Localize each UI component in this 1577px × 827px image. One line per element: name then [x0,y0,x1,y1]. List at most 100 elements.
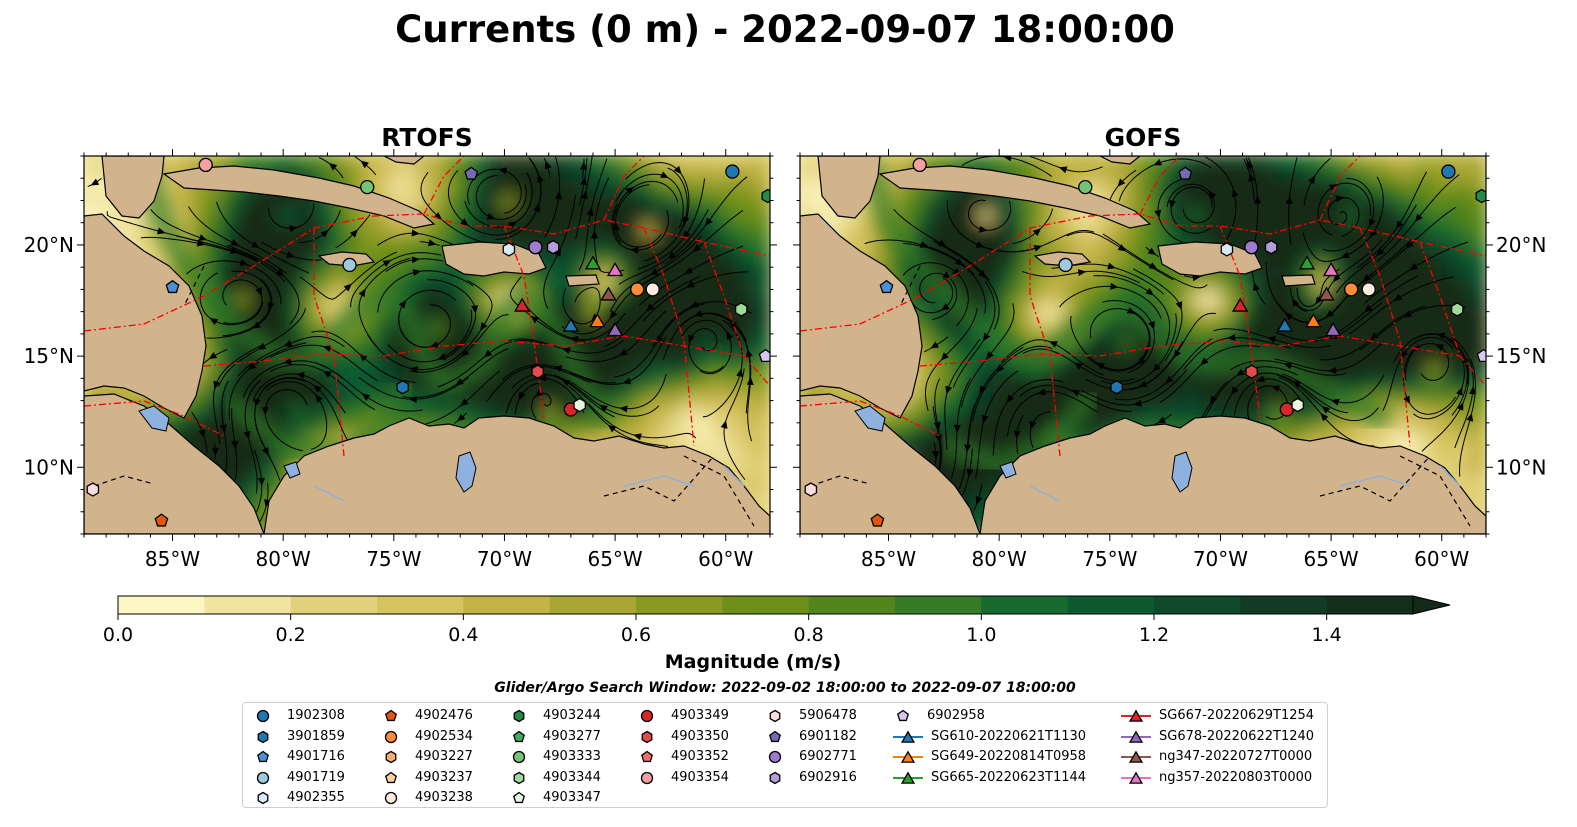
marker-4903244 [1475,188,1486,204]
colorbar: 0.0 0.2 0.4 0.6 0.8 1.0 1.2 1.4 Magnitude (m/s) [103,595,1451,673]
lon-tick-label: 80°W [256,547,311,571]
marker-SG665 [584,255,602,270]
circle-marker-icon [768,750,782,764]
colorbar-tick-label: 0.6 [621,624,651,646]
legend-label: 4903354 [671,769,729,785]
circle-marker-icon [640,709,654,723]
marker-6902916 [1264,239,1278,255]
lat-tick-label: 15°N [24,344,74,368]
legend-label: 4903333 [543,749,601,764]
marker-4903349 [1279,402,1294,417]
lon-tick-label: 65°W [1303,547,1358,571]
marker-6902916 [546,239,560,255]
map-body: 85°W 80°W 75°W 70°W 65°W 60°W 20°N 15°N 10°N [24,149,777,571]
search-window-text: Glider/Argo Search Window: 2022-09-02 18… [494,680,1076,696]
marker-SG678 [1324,322,1342,337]
marker-4903354 [912,157,927,173]
colorbar-bin [463,596,551,614]
marker-4902534 [1344,282,1359,297]
legend-marker [769,709,781,723]
rtofs-map-panel[interactable]: RTOFS 85°W 80°W 75°W 70°W 65°W 60°W 20°N 15°N 10… [24,123,777,571]
marker-5906478 [86,482,100,497]
marker-6901182 [1178,166,1193,180]
pentagon-marker-icon [641,750,653,763]
lon-tick-label: 75°W [366,547,421,571]
legend-label: 5906478 [799,708,857,723]
marker-SG610 [562,317,580,332]
colorbar-bin [636,596,723,614]
legend: 1902308 3901859 4901716 4901719 4902355 49024… [242,702,1328,808]
marker-4902534 [630,282,645,297]
legend-marker [1128,709,1144,722]
legend-marker [641,750,653,763]
marker-4903344 [734,302,748,317]
marker-4903238 [1361,282,1376,297]
colorbar-bin [981,596,1069,614]
legend-marker [640,771,654,784]
lon-tick-label: 70°W [477,547,532,571]
legend-label: 4903350 [671,728,729,744]
triangle-marker-icon [893,750,923,763]
lat-tick-label: 15°N [1496,344,1546,368]
hexagon-marker-icon [769,709,781,723]
legend-marker [513,730,525,742]
colorbar-bin [895,596,982,614]
lon-tick-label: 85°W [861,547,916,571]
map-body: 85°W 80°W 75°W 70°W 65°W 60°W 20°N 15°N 10°N [793,149,1546,571]
legend-marker [640,709,654,723]
legend-label: 4903227 [415,749,473,764]
marker-ng347 [1318,286,1335,301]
legend-label: ng357-20220803T0000 [1159,769,1313,785]
legend-label: 4903244 [543,708,601,723]
legend-label: SG667-20220629T1254 [1159,708,1315,723]
legend-marker [900,730,916,743]
lat-tick-label: 10°N [1496,455,1546,479]
legend-label: 4903238 [415,790,473,805]
circle-marker-icon [256,709,270,723]
marker-4903333 [360,179,375,195]
legend-marker [256,709,270,723]
marker-6902958 [758,348,770,363]
colorbar-bin [377,596,464,614]
hexagon-marker-icon [513,771,525,784]
marker-SG678 [606,322,624,337]
marker-6902771 [1244,240,1259,255]
gofs-map-panel[interactable]: GOFS 85°W 80°W 75°W 70°W 65°W 60°W 20°N 15°N 10°… [793,123,1546,571]
marker-ng357 [1322,262,1340,277]
lon-tick-label: 60°W [1414,547,1469,571]
colorbar-tick-label: 1.0 [966,624,996,646]
legend-label: 6901182 [799,728,857,744]
legend-label: 3901859 [287,728,345,744]
lon-tick-label: 75°W [1082,547,1137,571]
marker-4902476 [870,513,885,527]
marker-3901859 [396,379,409,395]
lat-tick-label: 20°N [24,233,74,257]
legend-label: 6902771 [799,749,857,764]
legend-marker [768,750,782,764]
circle-marker-icon [384,791,398,805]
pentagon-marker-icon [257,750,269,763]
pentagon-marker-icon [513,730,525,742]
marker-ng357 [606,262,624,277]
colorbar-tick-label: 1.4 [1312,624,1342,646]
marker-4901716 [879,279,894,294]
marker-4903344 [1450,302,1464,317]
colorbar-tick-label: 1.2 [1139,624,1169,646]
pentagon-marker-icon [769,730,781,742]
legend-marker [769,730,781,742]
legend-marker [385,750,397,764]
legend-label: 4901716 [287,749,345,764]
lat-tick-label: 10°N [24,455,74,479]
legend-label: SG665-20220623T1144 [931,769,1087,785]
marker-4901716 [165,279,180,294]
legend-marker [769,771,781,784]
legend-marker [900,771,916,784]
colorbar-bin [1240,596,1328,614]
legend-marker [257,791,269,805]
legend-marker [897,709,909,722]
colorbar-extend-arrow [1412,595,1451,615]
marker-SG665 [1298,255,1316,270]
marker-SG667 [1231,297,1249,312]
legend-label: 4902355 [287,790,345,805]
marker-4902355 [502,242,516,257]
